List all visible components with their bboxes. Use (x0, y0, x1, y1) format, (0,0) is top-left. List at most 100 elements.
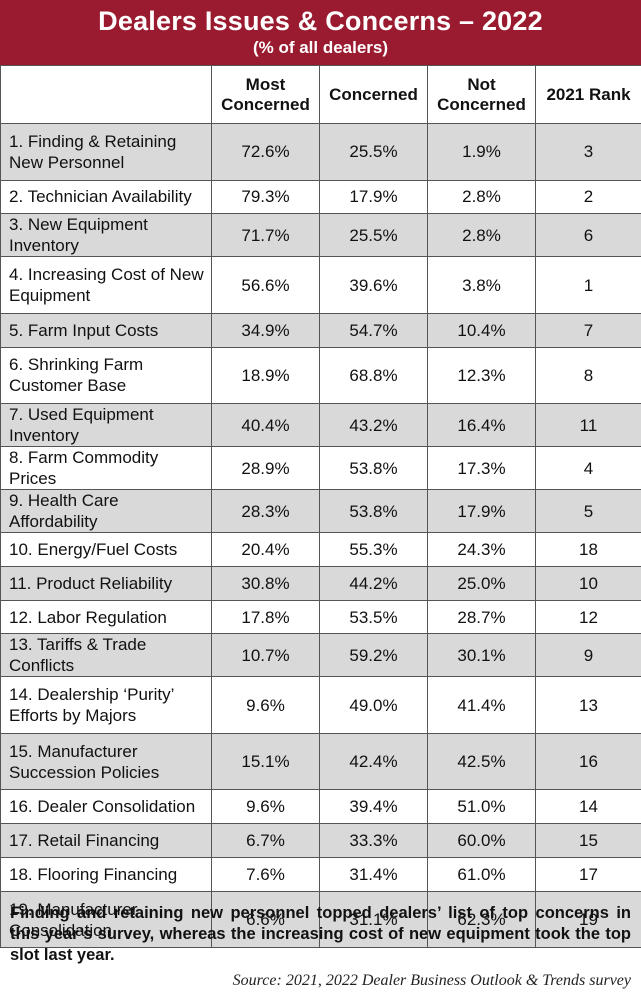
concerned-value: 59.2% (319, 633, 428, 678)
issue-label: 13. Tariffs & Trade Conflicts (0, 633, 212, 678)
header-row: Most Concerned Concerned Not Concerned 2… (0, 65, 641, 124)
table-row: 14. Dealership ‘Purity’ Efforts by Major… (0, 676, 641, 734)
rank-2021-value: 19 (535, 890, 641, 949)
issue-label: 15. Manufacturer Succession Policies (0, 732, 212, 791)
not-concerned-value: 41.4% (427, 676, 536, 734)
rank-2021-value: 13 (535, 676, 641, 734)
data-table: Most Concerned Concerned Not Concerned 2… (0, 65, 641, 949)
not-concerned-value: 42.5% (427, 732, 536, 791)
table-row: 5. Farm Input Costs 34.9% 54.7% 10.4% 7 (0, 312, 641, 348)
issue-label: 16. Dealer Consolidation (0, 789, 212, 825)
not-concerned-value: 17.9% (427, 489, 536, 534)
most-concerned-value: 7.6% (211, 857, 320, 892)
most-concerned-value: 72.6% (211, 123, 320, 181)
table-row: 18. Flooring Financing 7.6% 31.4% 61.0% 17 (0, 857, 641, 892)
not-concerned-value: 61.0% (427, 857, 536, 892)
concerned-value: 33.3% (319, 823, 428, 859)
issue-label: 3. New Equipment Inventory (0, 213, 212, 258)
header-2021-rank: 2021 Rank (535, 65, 641, 124)
table-row: 10. Energy/Fuel Costs 20.4% 55.3% 24.3% 18 (0, 532, 641, 567)
rank-2021-value: 14 (535, 789, 641, 825)
not-concerned-value: 3.8% (427, 256, 536, 314)
issue-label: 14. Dealership ‘Purity’ Efforts by Major… (0, 676, 212, 734)
issue-label: 4. Increasing Cost of New Equipment (0, 256, 212, 314)
rank-2021-value: 10 (535, 565, 641, 601)
table-row: 2. Technician Availability 79.3% 17.9% 2.8%… (0, 179, 641, 215)
table-row: 17. Retail Financing 6.7% 33.3% 60.0% 15 (0, 823, 641, 859)
table-row: 9. Health Care Affordability 28.3% 53.8% 17… (0, 489, 641, 534)
rank-2021-value: 2 (535, 179, 641, 215)
chart-title: Dealers Issues & Concerns – 2022 (98, 6, 543, 36)
table-row: 7. Used Equipment Inventory 40.4% 43.2% 16.… (0, 403, 641, 448)
issue-label: 18. Flooring Financing (0, 857, 212, 892)
rank-2021-value: 15 (535, 823, 641, 859)
most-concerned-value: 17.8% (211, 599, 320, 635)
most-concerned-value: 6.7% (211, 823, 320, 859)
concerned-value: 39.4% (319, 789, 428, 825)
title-bar: Dealers Issues & Concerns – 2022 (% of a… (0, 0, 641, 65)
not-concerned-value: 30.1% (427, 633, 536, 678)
table-row: 4. Increasing Cost of New Equipment 56.6%… (0, 256, 641, 314)
concerned-value: 55.3% (319, 532, 428, 567)
most-concerned-value: 79.3% (211, 179, 320, 215)
most-concerned-value: 9.6% (211, 789, 320, 825)
concerned-value: 17.9% (319, 179, 428, 215)
issue-label: 10. Energy/Fuel Costs (0, 532, 212, 567)
not-concerned-value: 62.3% (427, 890, 536, 949)
rank-2021-value: 1 (535, 256, 641, 314)
issue-label: 2. Technician Availability (0, 179, 212, 215)
issue-label: 6. Shrinking Farm Customer Base (0, 346, 212, 405)
most-concerned-value: 56.6% (211, 256, 320, 314)
table-row: 13. Tariffs & Trade Conflicts 10.7% 59.2% 3… (0, 633, 641, 678)
most-concerned-value: 40.4% (211, 403, 320, 448)
table-row: 6. Shrinking Farm Customer Base 18.9% 68.8… (0, 346, 641, 405)
rank-2021-value: 16 (535, 732, 641, 791)
issue-label: 8. Farm Commodity Prices (0, 446, 212, 491)
rank-2021-value: 12 (535, 599, 641, 635)
table-row: 1. Finding & Retaining New Personnel 72.6… (0, 123, 641, 181)
header-most-concerned: Most Concerned (211, 65, 320, 124)
table-row: 12. Labor Regulation 17.8% 53.5% 28.7% 12 (0, 599, 641, 635)
concerned-value: 53.8% (319, 489, 428, 534)
not-concerned-value: 28.7% (427, 599, 536, 635)
chart-subtitle: (% of all dealers) (252, 38, 389, 57)
most-concerned-value: 20.4% (211, 532, 320, 567)
not-concerned-value: 25.0% (427, 565, 536, 601)
issue-label: 1. Finding & Retaining New Personnel (0, 123, 212, 181)
most-concerned-value: 10.7% (211, 633, 320, 678)
table-row: 16. Dealer Consolidation 9.6% 39.4% 51.0% 14 (0, 789, 641, 825)
issue-label: 5. Farm Input Costs (0, 312, 212, 348)
most-concerned-value: 71.7% (211, 213, 320, 258)
table-row: 15. Manufacturer Succession Policies 15.1… (0, 732, 641, 791)
concerned-value: 53.8% (319, 446, 428, 491)
table-row: 8. Farm Commodity Prices 28.9% 53.8% 17.3% 4 (0, 446, 641, 491)
not-concerned-value: 2.8% (427, 179, 536, 215)
not-concerned-value: 24.3% (427, 532, 536, 567)
not-concerned-value: 12.3% (427, 346, 536, 405)
not-concerned-value: 51.0% (427, 789, 536, 825)
concerned-value: 44.2% (319, 565, 428, 601)
rank-2021-value: 17 (535, 857, 641, 892)
concerned-value: 68.8% (319, 346, 428, 405)
most-concerned-value: 28.9% (211, 446, 320, 491)
most-concerned-value: 15.1% (211, 732, 320, 791)
concerned-value: 49.0% (319, 676, 428, 734)
issue-label: 19. Manufacturer Consolidation (0, 890, 212, 949)
rank-2021-value: 9 (535, 633, 641, 678)
concerned-value: 53.5% (319, 599, 428, 635)
most-concerned-value: 28.3% (211, 489, 320, 534)
not-concerned-value: 2.8% (427, 213, 536, 258)
concerned-value: 39.6% (319, 256, 428, 314)
issue-label: 7. Used Equipment Inventory (0, 403, 212, 448)
concerned-value: 54.7% (319, 312, 428, 348)
not-concerned-value: 10.4% (427, 312, 536, 348)
rank-2021-value: 3 (535, 123, 641, 181)
rank-2021-value: 5 (535, 489, 641, 534)
issue-label: 9. Health Care Affordability (0, 489, 212, 534)
not-concerned-value: 16.4% (427, 403, 536, 448)
concerned-value: 25.5% (319, 213, 428, 258)
caption: Finding and retaining new personnel topp… (10, 904, 631, 964)
rank-2021-value: 6 (535, 213, 641, 258)
table-row: 19. Manufacturer Consolidation 6.6% 31.1% 6… (0, 890, 641, 949)
concerned-value: 42.4% (319, 732, 428, 791)
